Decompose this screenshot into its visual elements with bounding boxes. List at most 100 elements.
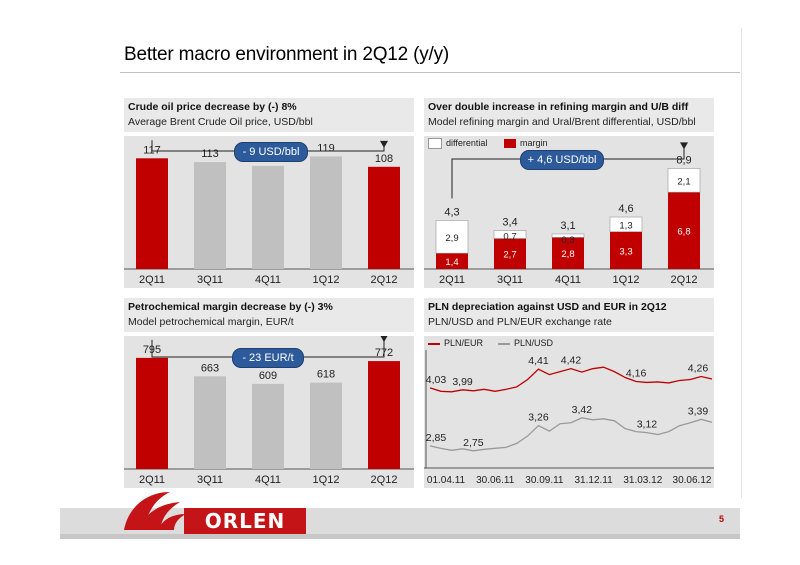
- petchem-bar-1Q12: [310, 382, 342, 469]
- fx-annotation-PLN/USD: 3,42: [572, 404, 593, 416]
- fx-annotation-PLN/EUR: 4,03: [426, 374, 447, 386]
- petchem-panel: Petrochemical margin decrease by (-) 3% …: [124, 298, 414, 488]
- crude-category-label: 2Q12: [371, 274, 398, 286]
- orlen-logo: ORLEN: [184, 508, 306, 534]
- petchem-title: Petrochemical margin decrease by (-) 3%: [128, 301, 333, 313]
- refining-differential-label: 0,3: [561, 235, 574, 246]
- refining-margin-label: 2,7: [503, 250, 516, 261]
- title-divider: [120, 72, 740, 73]
- page-title: Better macro environment in 2Q12 (y/y): [124, 44, 450, 65]
- fx-annotation-PLN/EUR: 3,99: [452, 376, 473, 388]
- fx-panel: PLN depreciation against USD and EUR in …: [424, 298, 714, 488]
- orlen-logo-text: ORLEN: [204, 509, 286, 533]
- refining-category-label: 2Q12: [671, 274, 698, 286]
- petchem-header: Petrochemical margin decrease by (-) 3% …: [124, 298, 414, 332]
- petchem-value-label: 663: [201, 362, 219, 374]
- orlen-eagle-logo-icon: [124, 492, 186, 530]
- fx-annotation-PLN/USD: 3,39: [688, 405, 709, 417]
- legend-label-margin: margin: [520, 138, 548, 148]
- legend-swatch-margin: [504, 139, 516, 149]
- fx-annotation-PLN/USD: 2,85: [426, 432, 447, 444]
- crude-category-label: 3Q11: [197, 274, 223, 286]
- petchem-bar-3Q11: [194, 376, 226, 469]
- refining-bar-margin-1Q12: [610, 231, 642, 269]
- refining-margin-panel: Over double increase in refining margin …: [424, 98, 714, 288]
- refining-bar-differential-4Q11: [551, 233, 585, 238]
- footer-underline: [60, 534, 740, 539]
- refining-category-label: 3Q11: [497, 274, 523, 286]
- refining-bar-margin-4Q11: [552, 237, 584, 269]
- legend-line-eur: [428, 342, 440, 345]
- fx-x-label: 31.03.12: [623, 475, 662, 486]
- crude-category-label: 4Q11: [255, 274, 281, 286]
- refining-bar-margin-2Q12: [668, 192, 700, 269]
- fx-annotation-PLN/EUR: 4,26: [688, 363, 709, 375]
- petchem-category-label: 3Q11: [197, 474, 223, 486]
- fx-chart-area: 4,03 3,99 4,41 4,42 4,16 4,26 2,85 2,75 3,26 3,42…: [424, 336, 714, 488]
- refining-bar-margin-3Q11: [494, 238, 526, 269]
- right-divider: [741, 28, 742, 498]
- refining-total-label: 4,3: [444, 206, 459, 218]
- crude-oil-chart: 1172Q111133Q111094Q111191Q121082Q12: [124, 140, 414, 286]
- petchem-category-label: 4Q11: [255, 474, 281, 486]
- page-number: 5: [718, 514, 724, 524]
- crude-value-label: 119: [317, 142, 335, 154]
- crude-oil-title: Crude oil price decrease by (-) 8%: [128, 101, 297, 113]
- refining-margin-label: 3,3: [619, 246, 632, 257]
- fx-legend-eur: PLN/EUR: [428, 338, 483, 348]
- refining-category-label: 2Q11: [439, 274, 465, 286]
- fx-subtitle: PLN/USD and PLN/EUR exchange rate: [428, 316, 612, 328]
- fx-x-label: 01.04.11: [427, 475, 466, 486]
- crude-oil-panel: Crude oil price decrease by (-) 8% Avera…: [124, 98, 414, 288]
- petchem-value-label: 618: [317, 369, 335, 381]
- crude-bar-2Q11: [136, 158, 168, 269]
- refining-legend-margin: margin: [504, 138, 548, 149]
- legend-label-eur: PLN/EUR: [444, 338, 484, 348]
- refining-legend-differential: differential: [428, 138, 488, 150]
- refining-bar-differential-3Q11: [493, 230, 527, 239]
- refining-bracket-arrow: [680, 142, 688, 150]
- crude-oil-chart-area: 1172Q111133Q111094Q111191Q121082Q12 - 9 …: [124, 136, 414, 288]
- refining-margin-title: Over double increase in refining margin …: [428, 101, 689, 113]
- fx-annotation-PLN/EUR: 4,42: [561, 355, 582, 367]
- crude-oil-subtitle: Average Brent Crude Oil price, USD/bbl: [128, 116, 313, 128]
- crude-bar-4Q11: [252, 165, 284, 269]
- crude-value-label: 108: [375, 153, 393, 165]
- crude-oil-header: Crude oil price decrease by (-) 8% Avera…: [124, 98, 414, 132]
- fx-annotation-PLN/EUR: 4,41: [528, 355, 549, 367]
- fx-annotation-PLN/USD: 2,75: [463, 437, 484, 449]
- refining-callout: + 4,6 USD/bbl: [520, 150, 604, 170]
- refining-total-label: 3,1: [560, 220, 575, 232]
- refining-total-label: 4,6: [618, 203, 633, 215]
- crude-oil-callout: - 9 USD/bbl: [234, 142, 308, 162]
- fx-x-label: 31.12.11: [575, 475, 614, 486]
- fx-annotation-PLN/USD: 3,26: [528, 412, 549, 424]
- fx-legend-usd: PLN/USD: [498, 338, 553, 348]
- crude-value-label: 113: [201, 148, 219, 160]
- refining-bar-differential-1Q12: [609, 216, 643, 233]
- refining-differential-label: 2,9: [445, 233, 458, 244]
- legend-swatch-differential: [428, 138, 442, 150]
- fx-annotation-PLN/EUR: 4,16: [626, 367, 647, 379]
- legend-label-differential: differential: [446, 138, 488, 148]
- crude-category-label: 2Q11: [139, 274, 165, 286]
- fx-title: PLN depreciation against USD and EUR in …: [428, 301, 667, 313]
- crude-bar-3Q11: [194, 162, 226, 269]
- fx-line-PLN/EUR: [429, 366, 713, 393]
- refining-margin-subtitle: Model refining margin and Ural/Brent dif…: [428, 116, 696, 128]
- refining-differential-label: 0,7: [503, 232, 516, 243]
- refining-category-label: 4Q11: [555, 274, 581, 286]
- fx-x-label: 30.09.11: [525, 475, 564, 486]
- refining-category-label: 1Q12: [613, 274, 640, 286]
- refining-total-label: 8,9: [676, 154, 691, 166]
- refining-differential-label: 1,3: [619, 220, 632, 231]
- petchem-category-label: 2Q11: [139, 474, 165, 486]
- refining-total-label: 3,4: [502, 217, 517, 229]
- legend-label-usd: PLN/USD: [514, 338, 554, 348]
- fx-x-label: 30.06.11: [476, 475, 515, 486]
- refining-bar-differential-2Q11: [435, 220, 469, 254]
- refining-margin-header: Over double increase in refining margin …: [424, 98, 714, 132]
- petchem-subtitle: Model petrochemical margin, EUR/t: [128, 316, 294, 328]
- fx-header: PLN depreciation against USD and EUR in …: [424, 298, 714, 332]
